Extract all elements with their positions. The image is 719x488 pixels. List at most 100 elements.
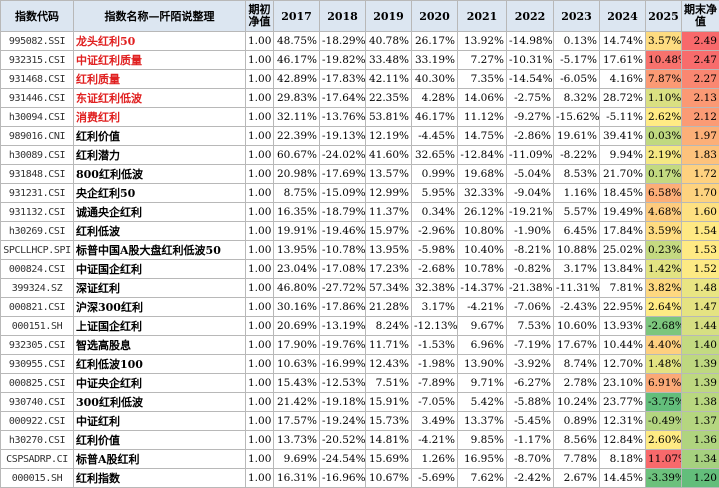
table-cell: 32.11% [273, 107, 320, 127]
table-row: 399324.SZ 深证红利 1.00 46.80% -27.72% 57.34% 32.3… [0, 278, 719, 298]
table-cell: 12.70% [599, 354, 646, 374]
table-cell: 9.85% [457, 430, 507, 450]
table-cell: 1.00 [245, 107, 274, 127]
table-cell: 红利低波100 [73, 354, 246, 374]
table-cell: -7.19% [506, 335, 554, 355]
table-row: 000824.CSI 中证国企红利 1.00 23.04% -17.08% 17.23% -… [0, 259, 719, 279]
table-cell: 19.68% [457, 164, 507, 184]
table-cell: -10.78% [319, 240, 366, 260]
table-cell: 1.00 [245, 411, 274, 431]
table-cell: 12.19% [365, 126, 412, 146]
table-cell: 9.71% [457, 373, 507, 393]
table-row: 932305.CSI 智选高股息 1.00 17.90% -19.76% 11.71% -1… [0, 335, 719, 355]
table-cell: 931231.CSI [0, 183, 74, 203]
table-cell: 13.95% [365, 240, 412, 260]
table-cell: -12.53% [319, 373, 366, 393]
table-cell: 1.00 [245, 31, 274, 51]
table-cell: -4.21% [457, 297, 507, 317]
table-cell: 1.44 [681, 316, 719, 336]
table-cell: 10.67% [365, 468, 412, 488]
column-header: 2021 [457, 0, 507, 32]
table-cell: -17.08% [319, 259, 366, 279]
table-cell: -20.52% [319, 430, 366, 450]
table-cell: -7.89% [411, 373, 458, 393]
table-cell: 14.74% [599, 31, 646, 51]
table-cell: -5.17% [553, 50, 600, 70]
table-cell: 2.67% [553, 468, 600, 488]
table-cell: -4.45% [411, 126, 458, 146]
table-cell: 932305.CSI [0, 335, 74, 355]
table-cell: 33.48% [365, 50, 412, 70]
table-cell: h30094.CSI [0, 107, 74, 127]
table-cell: -4.21% [411, 430, 458, 450]
table-cell: -2.68% [645, 316, 682, 336]
table-cell: 红利指数 [73, 468, 246, 488]
table-cell: 7.35% [457, 69, 507, 89]
table-cell: 13.37% [457, 411, 507, 431]
column-header: 2019 [365, 0, 412, 32]
table-cell: 8.18% [599, 449, 646, 469]
table-cell: -2.42% [506, 468, 554, 488]
table-cell: -2.43% [553, 297, 600, 317]
table-cell: 12.84% [599, 430, 646, 450]
table-cell: -1.17% [506, 430, 554, 450]
table-cell: 13.73% [273, 430, 320, 450]
table-cell: -16.96% [319, 468, 366, 488]
table-cell: 19.49% [599, 202, 646, 222]
table-cell: 0.17% [645, 164, 682, 184]
table-cell: 1.40 [681, 335, 719, 355]
table-cell: 2.62% [645, 107, 682, 127]
table-cell: 2.19% [645, 145, 682, 165]
table-cell: -7.06% [506, 297, 554, 317]
table-cell: 12.31% [599, 411, 646, 431]
table-cell: 8.74% [553, 354, 600, 374]
table-cell: 4.28% [411, 88, 458, 108]
table-cell: CSPSADRP.CI [0, 449, 74, 469]
table-cell: 17.67% [553, 335, 600, 355]
table-cell: -19.76% [319, 335, 366, 355]
table-cell: -24.54% [319, 449, 366, 469]
table-cell: 12.99% [365, 183, 412, 203]
table-cell: 1.00 [245, 221, 274, 241]
table-cell: -18.79% [319, 202, 366, 222]
table-cell: 2.12 [681, 107, 719, 127]
table-cell: 399324.SZ [0, 278, 74, 298]
table-cell: -19.24% [319, 411, 366, 431]
table-cell: 1.26% [411, 449, 458, 469]
table-row: 931446.CSI 东证红利低波 1.00 29.83% -17.64% 22.35% 4… [0, 88, 719, 108]
table-cell: 1.36 [681, 430, 719, 450]
table-cell: 10.48% [645, 50, 682, 70]
table-cell: 标普A股红利 [73, 449, 246, 469]
table-cell: 1.00 [245, 316, 274, 336]
table-cell: 中证红利 [73, 411, 246, 431]
table-cell: 21.42% [273, 392, 320, 412]
table-cell: 42.89% [273, 69, 320, 89]
column-header: 2018 [319, 0, 366, 32]
table-cell: -8.21% [506, 240, 554, 260]
table-cell: 15.91% [365, 392, 412, 412]
table-cell: 10.78% [457, 259, 507, 279]
table-cell: 3.17% [553, 259, 600, 279]
column-header: 期末净值 [681, 0, 719, 32]
table-cell: 10.40% [457, 240, 507, 260]
table-cell: 20.69% [273, 316, 320, 336]
table-cell: 沪深300红利 [73, 297, 246, 317]
table-row: h30270.CSI 红利价值 1.00 13.73% -20.52% 14.81% -4.… [0, 430, 719, 450]
table-cell: 10.88% [553, 240, 600, 260]
table-cell: 1.70 [681, 183, 719, 203]
table-cell: 000151.SH [0, 316, 74, 336]
table-cell: 30.16% [273, 297, 320, 317]
table-cell: 1.00 [245, 183, 274, 203]
table-cell: 1.72 [681, 164, 719, 184]
table-cell: 6.58% [645, 183, 682, 203]
table-cell: 7.87% [645, 69, 682, 89]
table-cell: -17.69% [319, 164, 366, 184]
table-row: 931132.CSI 诚通央企红利 1.00 16.35% -18.79% 11.37% 0… [0, 202, 719, 222]
table-cell: h30089.CSI [0, 145, 74, 165]
table-cell: 21.28% [365, 297, 412, 317]
table-cell: 中证红利质量 [73, 50, 246, 70]
table-row: h30089.CSI 红利潜力 1.00 60.67% -24.02% 41.60% 32.… [0, 145, 719, 165]
table-cell: 消费红利 [73, 107, 246, 127]
table-cell: 1.00 [245, 297, 274, 317]
